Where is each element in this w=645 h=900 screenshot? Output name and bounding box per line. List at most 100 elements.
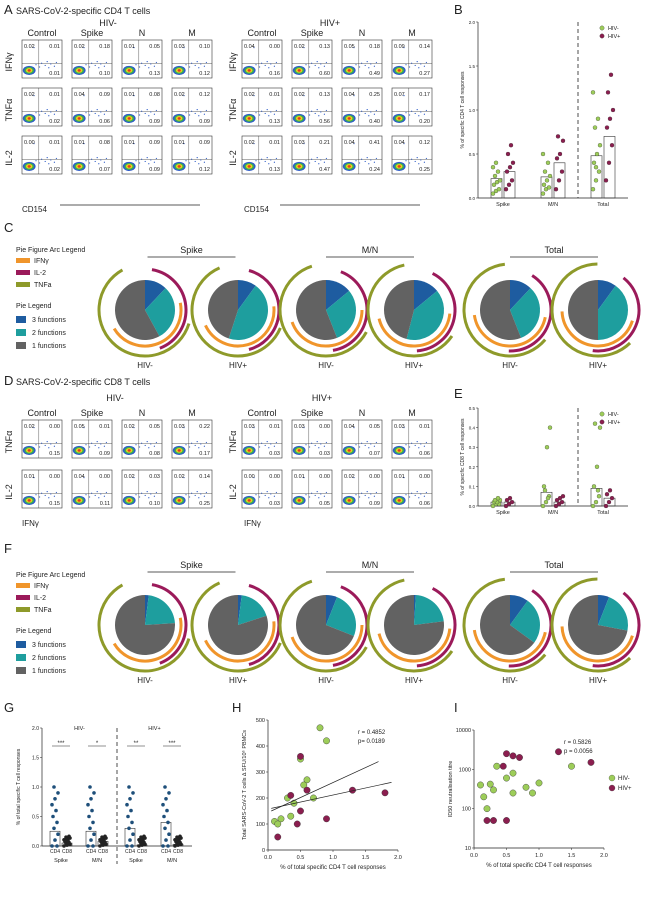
event-dot xyxy=(191,442,193,444)
legend-marker xyxy=(608,784,616,792)
event-dot xyxy=(255,64,257,66)
data-point xyxy=(592,421,598,426)
data-point xyxy=(545,160,551,165)
quadrant-value-ur: 0.00 xyxy=(99,474,110,480)
event-dot xyxy=(314,444,316,447)
x-tick-label: Spike xyxy=(496,510,510,516)
data-point xyxy=(499,762,507,770)
section-f-arc-legend-title: Pie Figure Arc Legend xyxy=(16,572,85,579)
event-dot xyxy=(98,163,100,165)
event-dot xyxy=(320,63,322,65)
density-core xyxy=(77,69,81,72)
bar xyxy=(553,162,566,199)
data-point xyxy=(90,808,94,813)
quadrant-value-lr: 0.25 xyxy=(199,501,210,507)
legend-marker xyxy=(599,411,605,417)
event-dot xyxy=(405,494,407,496)
section-f-function-arc xyxy=(204,621,276,663)
data-point xyxy=(161,844,165,848)
data-point xyxy=(297,753,304,760)
legend-label: HIV+ xyxy=(618,786,632,792)
density-core xyxy=(347,499,351,502)
data-point xyxy=(52,785,56,789)
quadrant-value-lr: 0.02 xyxy=(49,167,60,173)
event-dot xyxy=(423,113,425,115)
event-dot xyxy=(355,64,357,66)
quadrant-value-ul: 0.02 xyxy=(124,474,135,480)
event-dot xyxy=(185,444,187,446)
event-dot xyxy=(48,67,50,69)
section-c-arc-label: IFNγ xyxy=(34,258,49,265)
event-dot xyxy=(320,443,322,445)
section-d-pos-col-spike: Spike xyxy=(301,408,324,418)
quadrant-value-ur: 0.00 xyxy=(319,424,330,430)
event-dot xyxy=(48,115,50,117)
section-c-pie-slice-two xyxy=(510,288,540,338)
bar-label: CD4 xyxy=(86,849,96,855)
section-f-pie-slice-one xyxy=(208,595,269,655)
quadrant-value-ur: 0.01 xyxy=(99,424,110,430)
quadrant-value-ul: 0.01 xyxy=(24,474,35,480)
y-tick-label: 1000 xyxy=(459,767,471,773)
event-dot xyxy=(270,63,272,65)
section-f-function-arc xyxy=(290,624,364,663)
event-dot xyxy=(153,65,155,67)
data-point xyxy=(545,496,551,501)
event-dot xyxy=(139,114,141,116)
data-point xyxy=(128,797,132,801)
section-d-neg-col-n: N xyxy=(139,408,146,418)
event-dot xyxy=(89,66,91,68)
data-point xyxy=(507,165,513,170)
panel-letter-H: H xyxy=(232,700,241,715)
event-dot xyxy=(105,157,107,160)
section-a-neg-flow-plot xyxy=(171,39,213,79)
quadrant-value-ur: 0.00 xyxy=(269,474,280,480)
data-point xyxy=(595,488,601,493)
density-core xyxy=(397,499,401,502)
event-dot xyxy=(266,491,268,493)
event-dot xyxy=(353,477,355,479)
quadrant-value-lr: 0.20 xyxy=(419,119,430,125)
significance-label: ** xyxy=(134,741,139,747)
event-dot xyxy=(205,157,207,160)
event-dot xyxy=(105,109,107,112)
section-c-arc-label: IL-2 xyxy=(34,270,46,277)
data-point xyxy=(50,844,54,848)
quadrant-value-ur: 0.05 xyxy=(149,44,160,50)
section-d-pos-flow-plot xyxy=(341,469,383,509)
event-dot xyxy=(194,444,196,447)
data-point xyxy=(559,169,565,174)
quadrant-value-ul: 0.02 xyxy=(344,474,355,480)
event-dot xyxy=(103,161,105,163)
quadrant-value-ul: 0.02 xyxy=(294,92,305,98)
event-dot xyxy=(48,163,50,165)
quadrant-value-lr: 0.02 xyxy=(49,119,60,125)
data-point xyxy=(490,191,496,196)
section-a-xlabel: CD154 xyxy=(22,205,47,214)
trend-line xyxy=(271,761,379,812)
event-dot xyxy=(253,427,255,429)
event-dot xyxy=(35,64,37,66)
data-point xyxy=(103,834,107,839)
density-core xyxy=(177,449,181,452)
section-c-function-arc xyxy=(560,311,634,348)
section-a-pos-flow-plot xyxy=(391,39,433,79)
legend-marker xyxy=(599,25,605,31)
data-point xyxy=(596,169,602,174)
event-dot xyxy=(91,442,93,444)
data-point xyxy=(595,116,601,121)
event-dot xyxy=(50,159,52,161)
data-point xyxy=(55,820,59,825)
data-point xyxy=(483,805,491,813)
event-dot xyxy=(320,493,322,495)
section-a-pos-flow-plot xyxy=(341,39,383,79)
event-dot xyxy=(198,497,200,499)
event-dot xyxy=(153,161,155,163)
event-dot xyxy=(196,109,198,111)
bar-label: CD8 xyxy=(98,849,108,855)
section-f-group-label: M/N xyxy=(362,560,379,570)
section-a-row-label: IFNγ xyxy=(4,52,14,71)
y-tick-label: 0.3 xyxy=(469,445,476,450)
quadrant-value-ul: 0.04 xyxy=(344,92,355,98)
event-dot xyxy=(425,491,427,494)
